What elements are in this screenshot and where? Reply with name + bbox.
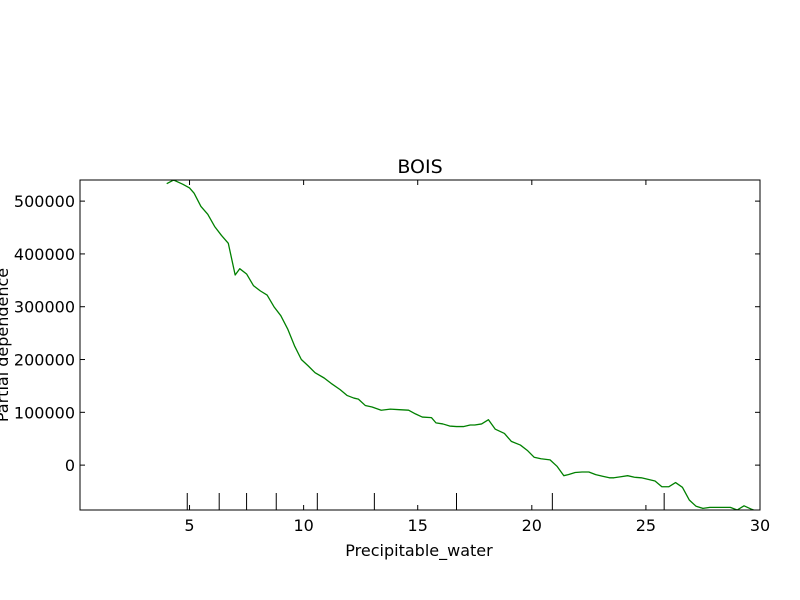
y-tick-label-0: 0 [65, 456, 75, 475]
y-tick-label-5: 500000 [14, 192, 75, 211]
x-axis-label: Precipitable_water [345, 541, 493, 561]
x-tick-label-0: 5 [184, 516, 194, 535]
plot-area: 5 10 15 20 25 30 0 100000 200000 300000 400000 5000… [14, 179, 770, 535]
x-tick-label-4: 25 [636, 516, 656, 535]
x-tick-label-2: 15 [408, 516, 428, 535]
x-tick-label-5: 30 [750, 516, 770, 535]
x-tick-label-3: 20 [522, 516, 542, 535]
y-tick-label-4: 400000 [14, 245, 75, 264]
plot-frame [79, 179, 761, 511]
y-tick-label-1: 100000 [14, 403, 75, 422]
series-line-0 [166, 180, 756, 510]
y-axis-label: Partial dependence [0, 268, 12, 422]
chart-title: BOIS [397, 156, 442, 178]
y-tick-label-2: 200000 [14, 351, 75, 370]
y-tick-label-3: 300000 [14, 298, 75, 317]
x-tick-label-1: 10 [293, 516, 313, 535]
